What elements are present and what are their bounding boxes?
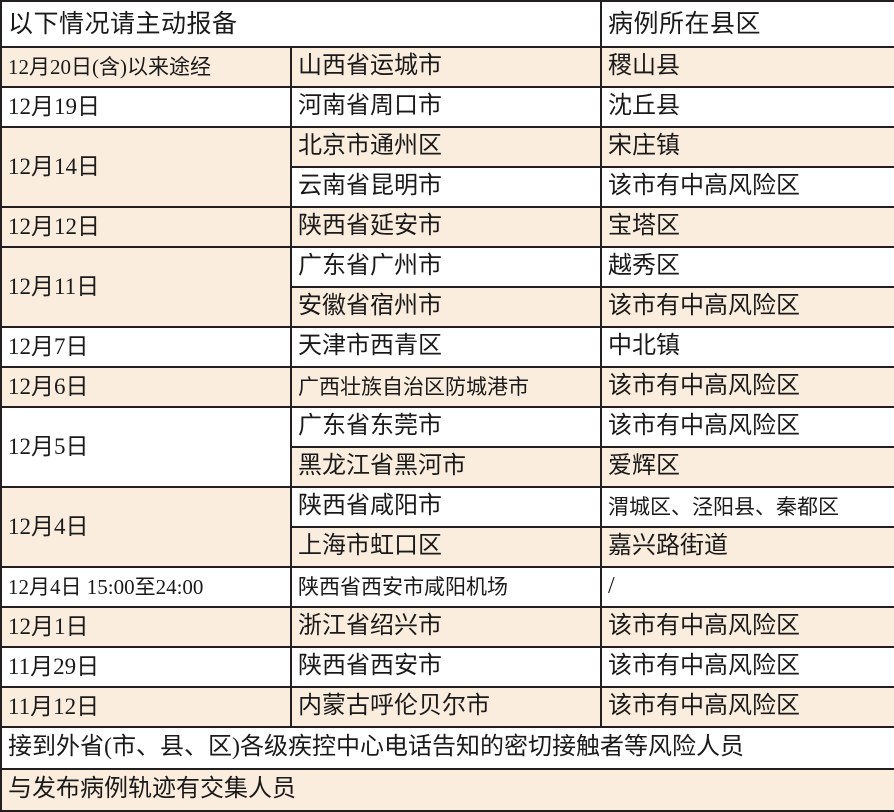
cell-county: 该市有中高风险区 (600, 166, 894, 208)
cell-county: / (600, 566, 894, 608)
cell-county: 该市有中高风险区 (600, 646, 894, 688)
table-row: 12月1日 浙江省绍兴市 该市有中高风险区 (0, 606, 894, 648)
cell-place: 陕西省西安市咸阳机场 (289, 566, 603, 608)
table-header-row: 以下情况请主动报备 病例所在县区 (0, 0, 894, 48)
cell-place: 陕西省西安市 (289, 646, 603, 688)
cell-date: 12月14日 (0, 126, 292, 208)
table-row: 黑龙江省黑河市 爱辉区 (1, 446, 894, 488)
cell-place: 内蒙古呼伦贝尔市 (289, 686, 603, 728)
cell-county: 宋庄镇 (600, 126, 894, 168)
cell-place: 黑龙江省黑河市 (289, 446, 603, 488)
table-row: 11月29日 陕西省西安市 该市有中高风险区 (0, 646, 894, 688)
cell-date: 11月29日 (0, 646, 292, 688)
table-row: 12月7日 天津市西青区 中北镇 (0, 326, 894, 368)
cell-place: 云南省昆明市 (289, 166, 603, 208)
table-note-row: 与发布病例轨迹有交集人员 (0, 768, 894, 812)
table-row: 12月12日 陕西省延安市 宝塔区 (0, 206, 894, 248)
cell-place: 天津市西青区 (289, 326, 603, 368)
cell-county: 嘉兴路街道 (600, 526, 894, 568)
cell-county: 该市有中高风险区 (600, 406, 894, 448)
cell-county: 宝塔区 (600, 206, 894, 248)
cell-date: 12月4日 (0, 486, 292, 568)
table-row: 上海市虹口区 嘉兴路街道 (1, 526, 894, 568)
table-row: 11月12日 内蒙古呼伦贝尔市 该市有中高风险区 (0, 686, 894, 728)
cell-place: 安徽省宿州市 (289, 286, 603, 328)
table-row: 12月4日 15:00至24:00 陕西省西安市咸阳机场 / (0, 566, 894, 608)
cell-place: 上海市虹口区 (289, 526, 603, 568)
header-case-county: 病例所在县区 (600, 0, 894, 48)
cell-date: 12月6日 (0, 366, 292, 408)
cell-place: 陕西省咸阳市 (289, 486, 603, 528)
note-text: 与发布病例轨迹有交集人员 (0, 768, 894, 812)
cell-place: 山西省运城市 (289, 46, 603, 88)
cell-place: 浙江省绍兴市 (289, 606, 603, 648)
cell-date: 12月1日 (0, 606, 292, 648)
table-row: 云南省昆明市 该市有中高风险区 (1, 166, 894, 208)
table-head: 以下情况请主动报备 病例所在县区 (0, 0, 894, 48)
cell-county: 越秀区 (600, 246, 894, 288)
table-row: 安徽省宿州市 该市有中高风险区 (1, 286, 894, 328)
table-row: 12月5日 广东省东莞市 该市有中高风险区 (0, 406, 894, 488)
cell-date: 12月12日 (0, 206, 292, 248)
cell-date: 12月5日 (0, 406, 292, 488)
table-body: 12月20日(含)以来途经 山西省运城市 稷山县 12月19日 河南省周口市 沈丘县 12月… (0, 46, 894, 812)
cell-date: 12月11日 (0, 246, 292, 328)
cell-place: 陕西省延安市 (289, 206, 603, 248)
cell-county: 该市有中高风险区 (600, 606, 894, 648)
cell-place: 河南省周口市 (289, 86, 603, 128)
cell-place: 北京市通州区 (289, 126, 603, 168)
header-report-condition: 以下情况请主动报备 (0, 0, 603, 48)
cell-date: 12月20日(含)以来途经 (0, 46, 292, 88)
cell-date: 11月12日 (0, 686, 292, 728)
table-row: 12月4日 陕西省咸阳市 渭城区、泾阳县、秦都区 (0, 486, 894, 568)
cell-place: 广西壮族自治区防城港市 (289, 366, 603, 408)
table-row: 12月6日 广西壮族自治区防城港市 该市有中高风险区 (0, 366, 894, 408)
note-text: 接到外省(市、县、区)各级疾控中心电话告知的密切接触者等风险人员 (0, 726, 894, 770)
cell-county: 爱辉区 (600, 446, 894, 488)
table-row: 12月19日 河南省周口市 沈丘县 (0, 86, 894, 128)
cell-county: 该市有中高风险区 (600, 286, 894, 328)
cell-date: 12月4日 15:00至24:00 (0, 566, 292, 608)
table-row: 12月20日(含)以来途经 山西省运城市 稷山县 (0, 46, 894, 88)
cell-place: 广东省广州市 (289, 246, 603, 288)
cell-county: 沈丘县 (600, 86, 894, 128)
cell-place: 广东省东莞市 (289, 406, 603, 448)
table-row: 12月11日 广东省广州市 越秀区 (0, 246, 894, 328)
cell-date: 12月19日 (0, 86, 292, 128)
cell-county: 该市有中高风险区 (600, 366, 894, 408)
table-row: 12月14日 北京市通州区 宋庄镇 (0, 126, 894, 208)
cell-date: 12月7日 (0, 326, 292, 368)
cell-county: 中北镇 (600, 326, 894, 368)
cell-county: 渭城区、泾阳县、秦都区 (600, 486, 894, 528)
cell-county: 该市有中高风险区 (600, 686, 894, 728)
cell-county: 稷山县 (600, 46, 894, 88)
table-note-row: 接到外省(市、县、区)各级疾控中心电话告知的密切接触者等风险人员 (0, 726, 894, 770)
